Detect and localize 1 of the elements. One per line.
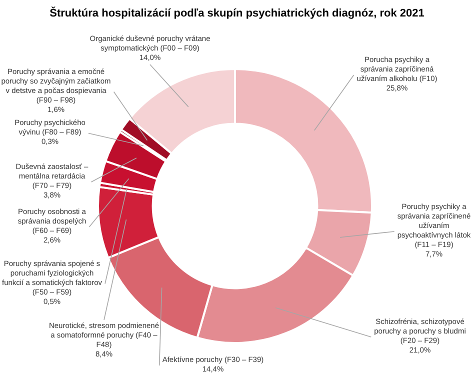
chart-title: Štruktúra hospitalizácií podľa skupín psychiatrických diagnóz, rok 2021 xyxy=(50,6,424,20)
